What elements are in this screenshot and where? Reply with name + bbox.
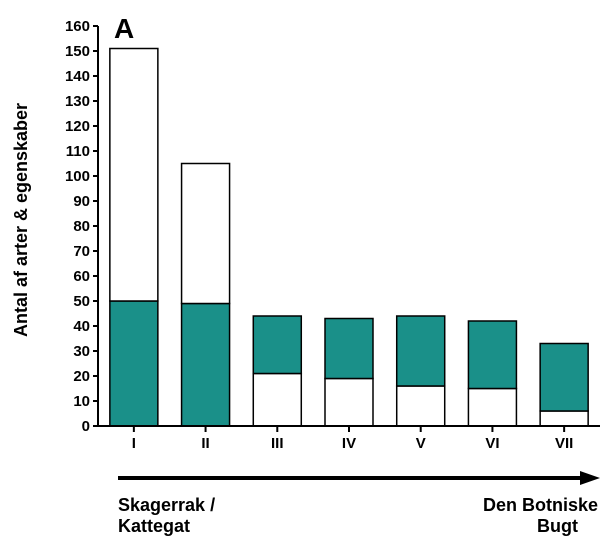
y-axis-label: Antal af arter & egenskaber xyxy=(11,103,31,337)
y-tick-label: 60 xyxy=(73,268,90,285)
x-tick-label: IV xyxy=(342,435,356,452)
bars xyxy=(109,47,589,427)
x-tick-label: III xyxy=(271,435,284,452)
y-tick-label: 0 xyxy=(82,418,90,435)
y-tick-label: 110 xyxy=(66,143,90,160)
y-tick-label: 150 xyxy=(65,43,90,60)
x-tick-label: V xyxy=(416,435,426,452)
y-tick-label: 70 xyxy=(73,243,90,260)
y-tick-label: 120 xyxy=(65,118,90,135)
x-axis: I II III IV V VI VII xyxy=(98,425,600,452)
gradient-arrow: Skagerrak / Kattegat Den Botniske Bugt xyxy=(118,471,600,536)
y-tick-label: 100 xyxy=(65,168,90,185)
x-tick-label: I xyxy=(132,435,136,452)
y-tick-label: 20 xyxy=(73,368,90,385)
bar-segment-white xyxy=(539,410,589,427)
bar-segment-teal xyxy=(395,315,446,387)
y-tick-label: 160 xyxy=(65,18,90,35)
panel-label: A xyxy=(114,13,134,44)
bar-segment-white xyxy=(467,387,518,427)
bar-segment-teal xyxy=(324,317,374,380)
bar-segment-white xyxy=(180,162,231,305)
y-tick-label: 90 xyxy=(73,193,90,210)
gradient-start-label-line-2: Kattegat xyxy=(118,516,190,536)
y-axis: 0 10 20 30 40 50 60 70 80 90 100 110 120 130 140 150 160 xyxy=(65,18,99,435)
x-tick-label: II xyxy=(201,435,209,452)
bar-segment-white xyxy=(395,385,446,427)
y-tick-label: 140 xyxy=(65,68,90,85)
gradient-start-label-line-1: Skagerrak / xyxy=(118,495,215,515)
x-tick-label: VI xyxy=(485,435,499,452)
bar-segment-teal xyxy=(109,300,159,427)
bar-segment-teal xyxy=(539,342,589,412)
y-tick-label: 40 xyxy=(73,318,90,335)
gradient-arrowhead xyxy=(580,471,600,485)
bar-segment-white xyxy=(109,47,159,302)
y-tick-label: 80 xyxy=(73,218,90,235)
bar-segment-white xyxy=(252,372,303,427)
x-tick-label: VII xyxy=(555,435,573,452)
bar-segment-teal xyxy=(180,302,231,427)
bar-segment-white xyxy=(324,377,374,427)
bar-segment-teal xyxy=(467,320,518,390)
gradient-end-label-line-2: Bugt xyxy=(537,516,578,536)
bar-segment-teal xyxy=(252,315,303,375)
y-tick-label: 130 xyxy=(65,93,90,110)
y-tick-label: 30 xyxy=(73,343,90,360)
y-tick-label: 50 xyxy=(73,293,90,310)
gradient-end-label-line-1: Den Botniske xyxy=(483,495,598,515)
y-tick-label: 10 xyxy=(73,393,90,410)
